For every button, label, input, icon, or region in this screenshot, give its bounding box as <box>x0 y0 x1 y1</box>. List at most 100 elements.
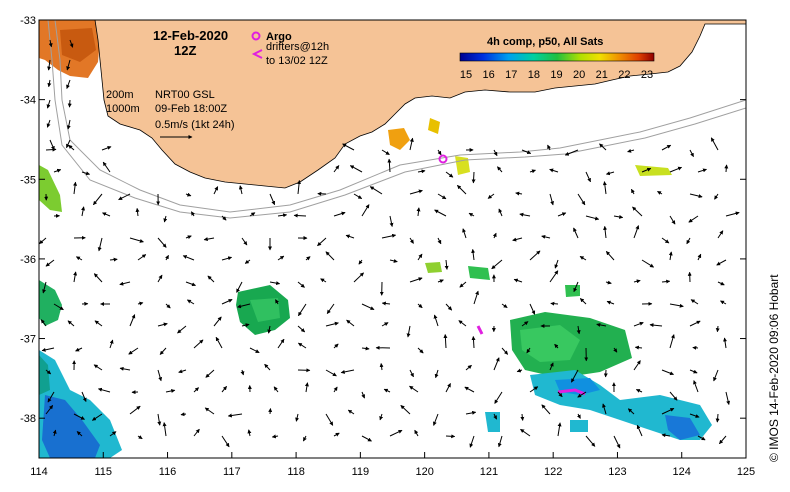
current-vector <box>387 158 392 173</box>
current-vector <box>613 347 618 353</box>
current-vectors <box>39 39 740 449</box>
colorbar-ticks: 15 16 17 18 19 20 21 22 23 <box>460 69 653 81</box>
current-vector <box>45 259 55 267</box>
current-vector <box>492 232 497 239</box>
current-vector <box>549 168 559 173</box>
x-tick-label: 115 <box>94 466 112 478</box>
colorbar <box>459 52 655 62</box>
current-vector <box>417 169 426 174</box>
current-vector <box>277 255 285 261</box>
y-tick-label: -35 <box>20 174 36 186</box>
current-vector <box>165 303 171 309</box>
current-vector <box>579 255 587 261</box>
colorbar-tick-label: 21 <box>596 69 608 81</box>
current-vector <box>193 339 204 349</box>
current-vector <box>66 139 71 149</box>
current-vector <box>109 431 117 437</box>
current-vector <box>159 347 167 355</box>
current-vector <box>585 171 591 183</box>
current-vector <box>42 281 47 294</box>
current-vector <box>381 301 391 306</box>
current-vector <box>406 325 411 338</box>
current-vector <box>554 343 559 349</box>
current-vector <box>47 391 55 403</box>
current-vector <box>358 259 363 265</box>
current-vector <box>445 434 456 439</box>
current-vector <box>353 193 363 200</box>
current-vector <box>118 193 131 201</box>
current-vector <box>109 339 114 349</box>
current-vector <box>630 188 635 195</box>
x-tick-label: 124 <box>673 466 691 478</box>
current-vector <box>519 212 531 217</box>
current-vector <box>529 250 541 261</box>
current-vector <box>634 345 643 350</box>
current-vector <box>39 237 47 245</box>
current-vector <box>557 212 567 217</box>
current-vector <box>129 405 141 415</box>
argo-float-marker[interactable] <box>438 154 448 164</box>
current-vector <box>409 137 414 151</box>
current-vector <box>361 303 375 311</box>
current-vector <box>585 215 600 221</box>
current-vector <box>207 275 215 283</box>
current-vector <box>409 277 423 283</box>
drifters-legend-label: drifters@12h <box>266 41 329 53</box>
current-vector <box>381 149 390 156</box>
current-vector <box>529 303 536 315</box>
current-vector <box>49 139 55 151</box>
current-vector <box>409 385 419 393</box>
current-vector <box>317 237 327 247</box>
current-vector <box>41 347 55 352</box>
current-vector <box>293 213 307 218</box>
current-vector <box>686 237 691 245</box>
current-vector <box>714 193 719 200</box>
current-vector <box>241 323 250 328</box>
current-vector <box>162 422 167 437</box>
current-vector <box>349 165 363 173</box>
current-vector <box>53 168 62 173</box>
current-vector <box>48 39 53 48</box>
current-vector <box>549 270 559 283</box>
current-vector <box>353 272 364 283</box>
current-vector <box>579 298 587 305</box>
current-vector <box>715 325 720 333</box>
current-vector <box>185 235 192 240</box>
x-tick-label: 120 <box>415 466 433 478</box>
current-vector <box>389 215 394 227</box>
model-timestamp: 09-Feb 18:00Z <box>155 103 227 115</box>
x-tick-label: 116 <box>159 466 177 478</box>
current-vector <box>649 323 663 328</box>
current-vector <box>273 386 279 393</box>
current-vector <box>434 369 439 379</box>
current-vector <box>342 143 355 151</box>
current-vector <box>573 281 579 293</box>
current-vector <box>40 319 47 327</box>
current-vector <box>135 207 140 217</box>
current-vector <box>137 435 143 440</box>
current-vector <box>271 434 279 439</box>
current-vector <box>325 321 339 327</box>
current-vector <box>414 429 419 437</box>
vector-scale-label: 0.5m/s (1kt 24h) <box>155 119 234 131</box>
x-tick-label: 119 <box>352 466 370 478</box>
y-tick-label: -38 <box>20 413 36 425</box>
current-vector <box>437 237 442 245</box>
current-vector <box>602 403 607 415</box>
current-vector <box>570 369 579 383</box>
current-vector <box>633 225 640 239</box>
current-vector <box>215 336 223 349</box>
current-vector <box>46 119 51 128</box>
current-vector <box>661 279 671 284</box>
current-vector <box>605 280 612 285</box>
current-vector <box>369 186 383 195</box>
current-vector <box>101 146 112 151</box>
current-vector <box>67 320 75 327</box>
plot-frame <box>38 19 747 459</box>
current-vector <box>606 300 615 305</box>
current-vector <box>193 428 200 437</box>
current-vector <box>94 320 103 327</box>
current-vector <box>725 391 731 405</box>
current-vector <box>361 204 370 217</box>
current-vector <box>76 431 83 437</box>
